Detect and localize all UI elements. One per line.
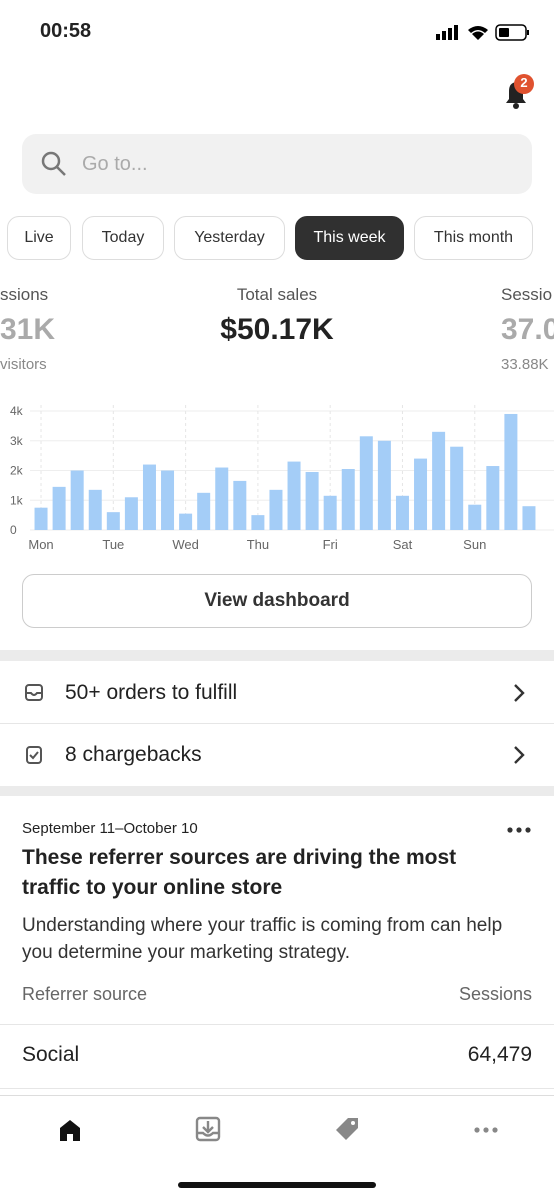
bar	[395, 495, 409, 530]
task-text: 8 chargebacks	[65, 743, 202, 766]
bar	[414, 458, 428, 530]
bar	[106, 512, 120, 530]
stat-value: 31K	[0, 313, 56, 346]
table-header: Referrer source	[22, 984, 148, 1004]
bar	[287, 461, 301, 530]
task-row[interactable]	[0, 662, 554, 724]
y-tick-label: 2k	[10, 464, 24, 478]
y-tick-label: 3k	[10, 434, 24, 448]
bar	[251, 515, 265, 530]
x-tick-label: Mon	[28, 537, 53, 552]
table-cell: 64,479	[467, 1043, 532, 1066]
search-bar[interactable]	[22, 134, 532, 194]
view-dashboard-button[interactable]: View dashboard	[22, 574, 532, 628]
bar	[233, 480, 247, 530]
section-divider	[0, 650, 554, 661]
y-tick-label: 4k	[10, 404, 24, 418]
section-divider	[0, 786, 554, 796]
card-body: Understanding where your traffic is comi…	[22, 915, 503, 963]
chevron	[514, 684, 525, 702]
bar	[124, 497, 138, 530]
bar	[142, 464, 156, 530]
notification-bell[interactable]	[500, 72, 540, 112]
tab[interactable]: This month	[414, 216, 533, 260]
stat-value: $50.17K	[220, 313, 334, 346]
search-placeholder: Go to...	[82, 153, 148, 175]
nav-products[interactable]	[334, 1116, 362, 1144]
bar	[305, 471, 319, 530]
nav-more[interactable]	[473, 1124, 499, 1136]
bar	[269, 489, 283, 530]
row-divider	[0, 1088, 554, 1089]
x-tick-label: Sat	[393, 537, 413, 552]
stat-label: Total sales	[236, 285, 318, 304]
clipboard-icon	[26, 746, 42, 764]
bar	[504, 413, 518, 530]
bar	[468, 504, 482, 530]
task-text: 50+ orders to fulfill	[65, 681, 238, 704]
x-tick-label: Fri	[323, 537, 338, 552]
x-tick-label: Sun	[463, 537, 486, 552]
bar	[88, 489, 102, 530]
stat-label: Sessio	[501, 285, 553, 304]
status-time: 00:58	[40, 20, 92, 42]
search-icon	[41, 151, 66, 176]
bar	[432, 431, 446, 530]
chevron	[514, 746, 525, 764]
status-icons	[436, 24, 529, 41]
nav-orders[interactable]	[195, 1116, 223, 1144]
stat-sub: 33.88K	[501, 356, 549, 373]
x-tick-label: Thu	[247, 537, 269, 552]
tab[interactable]: Live	[7, 216, 71, 260]
bar	[341, 469, 355, 530]
bar	[486, 466, 500, 530]
bar	[215, 467, 229, 530]
y-tick-label: 1k	[10, 493, 24, 507]
row-divider	[0, 1024, 554, 1025]
sales-chart: 0 1k 2k 3k 4k Mon Tue Wed Thu Fri Sat Sun	[10, 404, 554, 552]
stat-value: 37.0	[501, 313, 554, 346]
bar	[197, 492, 211, 530]
stat-label: ssions	[0, 285, 49, 304]
table-cell: Social	[22, 1043, 80, 1066]
bar	[161, 470, 175, 530]
y-tick-label: 0	[10, 523, 17, 537]
card-title: These referrer sources are driving the m…	[22, 846, 457, 899]
more-menu[interactable]	[506, 824, 532, 836]
bar	[522, 506, 536, 530]
tab[interactable]: Yesterday	[174, 216, 285, 260]
bar	[450, 446, 464, 530]
tab[interactable]: Today	[82, 216, 164, 260]
home-indicator	[178, 1182, 376, 1188]
bar	[70, 470, 84, 530]
bar	[52, 486, 66, 530]
tab-selected[interactable]: This week	[295, 216, 404, 260]
bar	[34, 507, 48, 530]
inbox-icon	[25, 684, 43, 701]
bar	[377, 440, 391, 530]
card-date: September 11–October 10	[22, 820, 198, 837]
bar	[323, 495, 337, 530]
bar	[359, 436, 373, 530]
stat-sub: visitors	[0, 356, 47, 373]
bar	[179, 513, 193, 530]
notification-badge: 2	[520, 75, 528, 90]
nav-home[interactable]	[58, 1118, 84, 1144]
x-tick-label: Tue	[102, 537, 124, 552]
x-tick-label: Wed	[172, 537, 199, 552]
table-header: Sessions	[458, 984, 532, 1004]
